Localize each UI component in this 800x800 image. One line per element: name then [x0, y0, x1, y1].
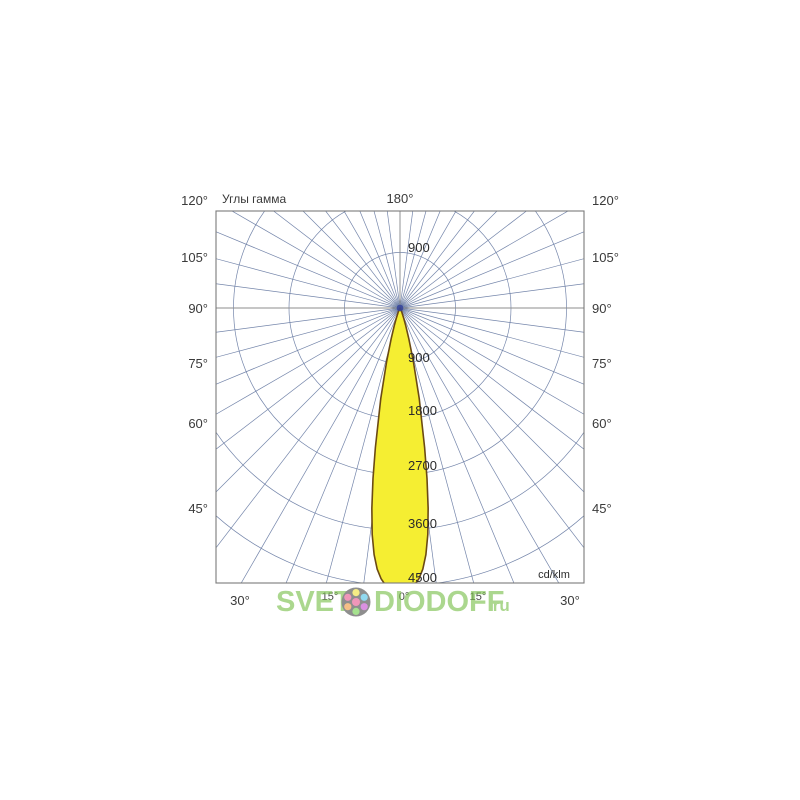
ring-label-1800: 1800	[408, 403, 437, 418]
bottom-angle-label-0: 0°	[399, 591, 410, 603]
right-angle-label-30: 30°	[560, 593, 580, 608]
ring-label-4500: 4500	[408, 570, 437, 585]
bottom-angle-label-right-15: 15°	[470, 591, 487, 603]
ring-label-3600: 3600	[408, 516, 437, 531]
right-angle-label-120: 120°	[592, 193, 619, 208]
ring-label-2700: 2700	[408, 458, 437, 473]
left-angle-label-45: 45°	[188, 501, 208, 516]
bottom-angle-label-left-15: 15°	[322, 591, 339, 603]
left-angle-label-75: 75°	[188, 356, 208, 371]
right-angle-label-75: 75°	[592, 356, 612, 371]
ring-label-900: 900	[408, 350, 430, 365]
ring-label-upper-900: 900	[408, 240, 430, 255]
right-angle-label-60: 60°	[592, 416, 612, 431]
left-angle-label-60: 60°	[188, 416, 208, 431]
right-angle-label-45: 45°	[592, 501, 612, 516]
left-angle-label-120: 120°	[181, 193, 208, 208]
left-angle-label-90: 90°	[188, 301, 208, 316]
pole-marker	[396, 304, 404, 312]
gamma-angle-header: Углы гамма	[222, 192, 286, 206]
top-angle-label-180: 180°	[387, 191, 414, 206]
right-angle-label-90: 90°	[592, 301, 612, 316]
left-angle-label-30: 30°	[230, 593, 250, 608]
right-angle-label-105: 105°	[592, 250, 619, 265]
plot-frame	[215, 210, 585, 584]
unit-label-cd-klm: cd/klm	[538, 569, 570, 581]
left-angle-label-105: 105°	[181, 250, 208, 265]
